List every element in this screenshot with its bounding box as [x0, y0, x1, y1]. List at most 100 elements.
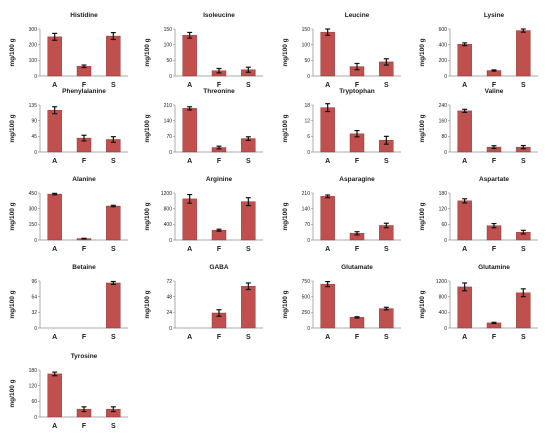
panel-aspartate: Aspartate mg/100 g 0 60 120 180 A F S [419, 176, 538, 253]
bar [457, 286, 472, 329]
x-tick-label: F [217, 158, 222, 165]
x-tick-label: S [521, 82, 526, 89]
panel-tyrosine: Tyrosine mg/100 g 0 60 120 180 A F S [9, 353, 128, 430]
y-axis-label: mg/100 g [419, 202, 426, 230]
panel-title: Threonine [203, 88, 235, 95]
x-tick-label: A [325, 82, 330, 89]
bar [47, 193, 62, 241]
x-tick-label: F [492, 158, 497, 165]
y-tick-label: 450 [29, 191, 38, 197]
x-tick-label: S [384, 334, 389, 341]
y-tick-label: 400 [164, 222, 173, 228]
panel-title: Arginine [206, 176, 233, 183]
bar [320, 196, 335, 241]
panel-title: Asparagine [339, 176, 375, 183]
panel-title: Lysine [484, 12, 505, 19]
y-axis-label: mg/100 g [282, 38, 289, 66]
x-tick-label: F [217, 334, 222, 341]
bar [320, 31, 335, 77]
bar [47, 36, 62, 77]
y-tick-label: 200 [29, 42, 38, 48]
y-tick-label: 0 [444, 150, 447, 156]
x-tick-label: F [492, 82, 497, 89]
y-axis-label: mg/100 g [144, 38, 151, 66]
x-tick-label: S [384, 246, 389, 253]
y-tick-label: 800 [439, 294, 448, 300]
y-axis-label: mg/100 g [282, 290, 289, 318]
y-tick-label: 0 [169, 326, 172, 332]
x-tick-label: A [52, 423, 57, 430]
y-tick-label: 180 [439, 191, 448, 197]
panel-title: GABA [209, 264, 228, 271]
y-tick-label: 0 [444, 74, 447, 80]
y-tick-label: 0 [307, 326, 310, 332]
panel-title: Leucine [345, 12, 370, 19]
y-tick-label: 60 [441, 222, 447, 228]
x-tick-label: S [521, 334, 526, 341]
panel-isoleucine: Isoleucine mg/100 g 0 50 100 150 A F S [144, 12, 263, 89]
x-tick-label: F [355, 158, 360, 165]
y-tick-label: 250 [302, 310, 311, 316]
x-tick-label: A [187, 334, 192, 341]
x-tick-label: S [111, 82, 116, 89]
bar [182, 108, 197, 153]
x-tick-label: F [82, 246, 87, 253]
panel-lysine: Lysine mg/100 g 0 200 400 600 A F S [419, 12, 538, 89]
y-tick-label: 0 [34, 326, 37, 332]
y-tick-label: 0 [34, 150, 37, 156]
y-tick-label: 70 [166, 134, 172, 140]
bar [457, 200, 472, 241]
y-tick-label: 0 [307, 74, 310, 80]
bar [106, 205, 121, 241]
bar [320, 283, 335, 329]
x-tick-label: F [217, 246, 222, 253]
y-tick-label: 0 [34, 238, 37, 244]
y-tick-label: 750 [302, 279, 311, 285]
y-tick-label: 48 [166, 294, 172, 300]
y-tick-label: 160 [439, 118, 448, 124]
y-tick-label: 120 [29, 383, 38, 389]
x-tick-label: F [82, 334, 87, 341]
y-tick-label: 60 [31, 399, 37, 405]
bar [349, 317, 365, 329]
x-tick-label: F [492, 334, 497, 341]
y-tick-label: 1200 [161, 191, 172, 197]
panel-arginine: Arginine mg/100 g 0 400 800 1200 A F S [144, 176, 263, 253]
panel-gaba: GABA mg/100 g 0 24 48 72 A F S [144, 264, 263, 341]
bar [241, 201, 256, 241]
x-tick-label: A [52, 334, 57, 341]
bar [47, 110, 62, 153]
y-axis-label: mg/100 g [9, 290, 16, 318]
x-tick-label: S [246, 334, 251, 341]
bar [457, 44, 472, 77]
y-tick-label: 6 [307, 134, 310, 140]
x-tick-label: A [187, 158, 192, 165]
bar [106, 35, 121, 77]
y-axis-label: mg/100 g [282, 202, 289, 230]
panel-histidine: Histidine mg/100 g 0 100 200 300 A F S [9, 12, 128, 89]
y-tick-label: 200 [439, 58, 448, 64]
y-tick-label: 150 [164, 27, 173, 33]
y-axis-label: mg/100 g [144, 202, 151, 230]
x-tick-label: A [462, 82, 467, 89]
panel-leucine: Leucine mg/100 g 0 50 100 150 A F S [282, 12, 401, 89]
x-tick-label: F [355, 246, 360, 253]
bar [516, 292, 531, 329]
panel-phenylalanine: Phenylalanine mg/100 g 0 45 90 135 A F S [9, 88, 128, 165]
y-tick-label: 0 [444, 238, 447, 244]
y-axis-label: mg/100 g [419, 114, 426, 142]
panel-glutamine: Glutamine mg/100 g 0 400 800 1200 A F S [419, 264, 538, 341]
y-axis-label: mg/100 g [9, 379, 16, 407]
panel-title: Isoleucine [203, 12, 235, 19]
y-tick-label: 64 [31, 294, 37, 300]
x-tick-label: F [355, 82, 360, 89]
x-tick-label: A [462, 334, 467, 341]
panel-title: Betaine [72, 264, 96, 271]
y-tick-label: 135 [29, 103, 38, 109]
x-tick-label: A [187, 246, 192, 253]
y-tick-label: 100 [164, 42, 173, 48]
bar [182, 198, 197, 241]
y-tick-label: 90 [31, 118, 37, 124]
bar [106, 282, 121, 329]
